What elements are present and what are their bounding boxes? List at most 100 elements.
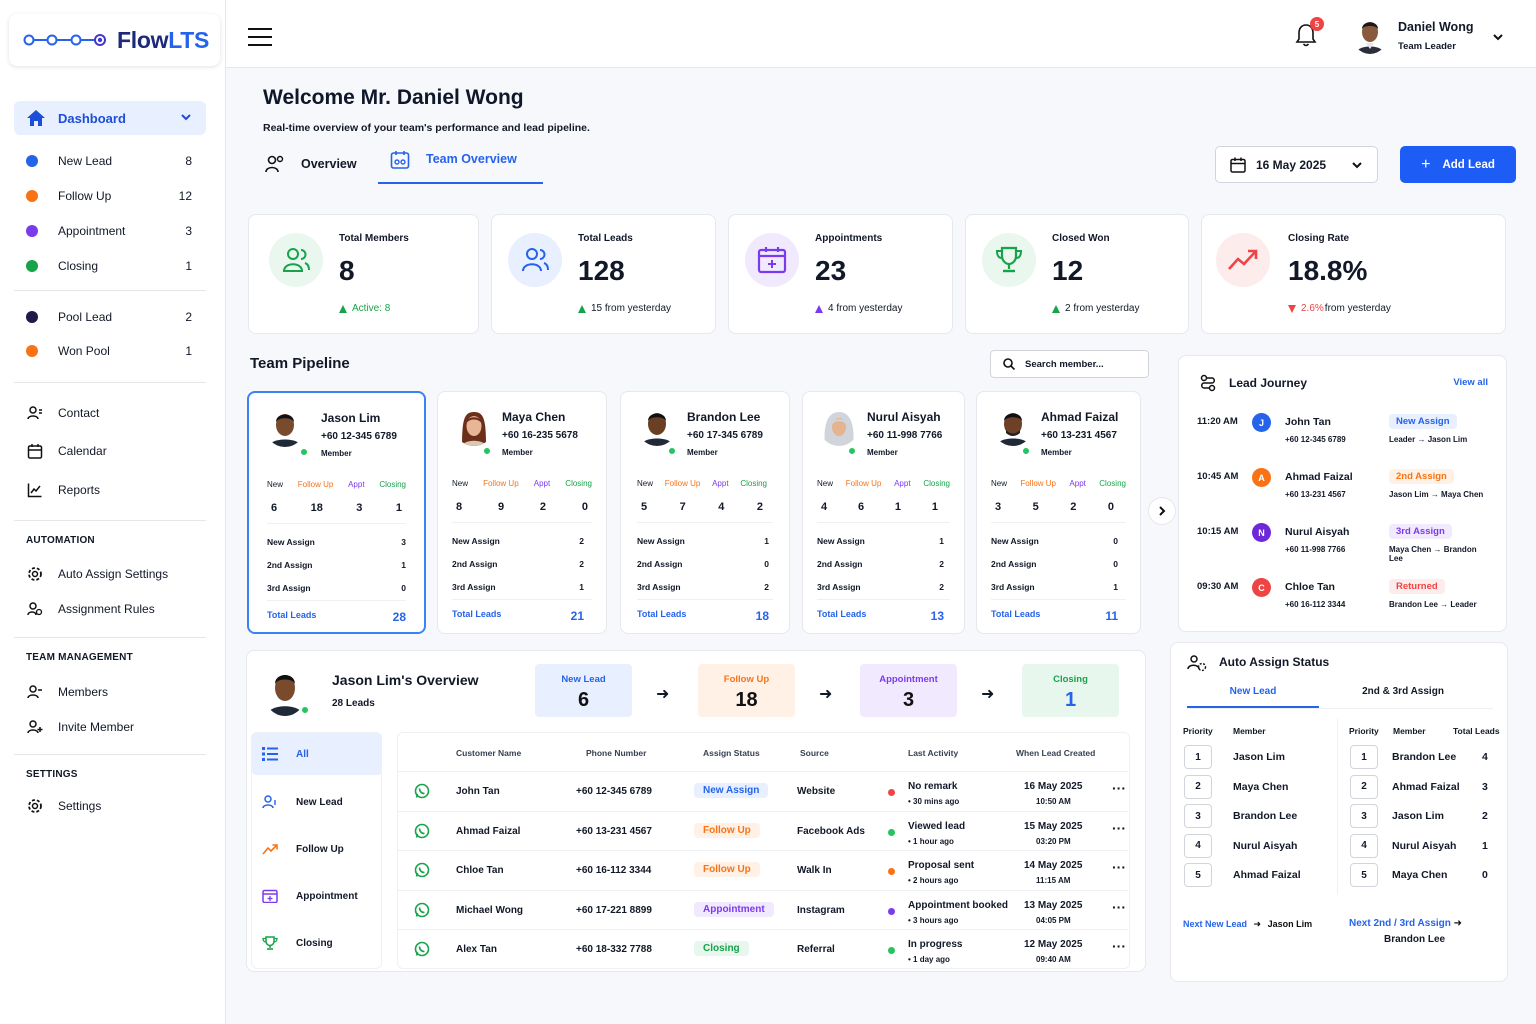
journey-flow: Leader → Jason Lim bbox=[1389, 435, 1468, 444]
tab-overview[interactable]: Overview bbox=[264, 150, 357, 178]
sidebar-item-settings[interactable]: Settings bbox=[26, 795, 192, 817]
notification-button[interactable]: 5 bbox=[1294, 17, 1324, 50]
more-options-icon[interactable]: ··· bbox=[1112, 859, 1126, 875]
member-card-ahmad-faizal[interactable]: Ahmad Faizal +60 13-231 4567 Member New F… bbox=[976, 391, 1141, 634]
table-row[interactable]: Chloe Tan +60 16-112 3344 Follow Up Walk In… bbox=[398, 850, 1128, 890]
filter-closing[interactable]: Closing bbox=[252, 922, 382, 964]
tab-2nd-3rd-assign[interactable]: 2nd & 3rd Assign bbox=[1362, 686, 1444, 697]
tab-new-lead[interactable]: New Lead bbox=[1187, 679, 1319, 708]
date-value: 16 May 2025 bbox=[1256, 157, 1327, 172]
more-options-icon[interactable]: ··· bbox=[1112, 899, 1126, 915]
sidebar-item-assignment-rules[interactable]: Assignment Rules bbox=[26, 598, 192, 620]
stage-closing[interactable]: Closing 1 bbox=[1022, 664, 1119, 717]
sidebar-item-reports[interactable]: Reports bbox=[26, 479, 192, 501]
sidebar-item-follow-up[interactable]: Follow Up 12 bbox=[26, 185, 192, 207]
sidebar-item-appointment[interactable]: Appointment 3 bbox=[26, 220, 192, 242]
journey-name: Ahmad Faizal bbox=[1285, 471, 1353, 483]
total-leads-row: Total Leads 18 bbox=[637, 609, 769, 623]
add-lead-button[interactable]: + Add Lead bbox=[1400, 146, 1516, 183]
divider bbox=[14, 520, 206, 521]
last-activity: Proposal sent bbox=[908, 860, 975, 871]
member-card-jason-lim[interactable]: Jason Lim +60 12-345 6789 Member New Foll… bbox=[247, 391, 426, 634]
journey-item[interactable]: 10:45 AM A Ahmad Faizal +60 13-231 4567 … bbox=[1197, 468, 1488, 511]
activity-time: 1 day ago bbox=[913, 955, 950, 964]
whatsapp-icon[interactable] bbox=[414, 862, 430, 878]
filter-new-lead[interactable]: New Lead bbox=[252, 781, 382, 823]
table-row[interactable]: John Tan +60 12-345 6789 New Assign Website… bbox=[398, 771, 1128, 811]
sidebar-item-won-pool[interactable]: Won Pool 1 bbox=[26, 340, 192, 362]
stat-card-closed-won: Closed Won 12 2 from yesterday bbox=[965, 214, 1189, 334]
plus-icon: + bbox=[1421, 155, 1431, 173]
customer-name: Chloe Tan bbox=[456, 865, 504, 876]
divider bbox=[14, 754, 206, 755]
filter-all[interactable]: All bbox=[252, 733, 382, 775]
online-indicator bbox=[482, 446, 492, 456]
filter-follow-up[interactable]: Follow Up bbox=[252, 828, 382, 870]
member-card-brandon-lee[interactable]: Brandon Lee +60 17-345 6789 Member New Fo… bbox=[620, 391, 790, 634]
column-header: Member bbox=[1393, 726, 1426, 736]
customer-name: John Tan bbox=[456, 786, 500, 797]
stage-appointment[interactable]: Appointment 3 bbox=[860, 664, 957, 717]
search-input[interactable]: Search member... bbox=[990, 350, 1149, 378]
view-all-link[interactable]: View all bbox=[1453, 377, 1488, 388]
more-options-icon[interactable]: ··· bbox=[1112, 938, 1126, 954]
sidebar-item-closing[interactable]: Closing 1 bbox=[26, 255, 192, 277]
divider bbox=[452, 599, 592, 600]
sidebar-item-new-lead[interactable]: New Lead 8 bbox=[26, 150, 192, 172]
stage-follow-up[interactable]: Follow Up 18 bbox=[698, 664, 795, 717]
auto-assign-title: Auto Assign Status bbox=[1219, 655, 1330, 669]
sidebar-item-dashboard[interactable]: Dashboard bbox=[14, 101, 206, 135]
member-card-nurul-aisyah[interactable]: Nurul Aisyah +60 11-998 7766 Member New F… bbox=[802, 391, 965, 634]
user-avatar[interactable] bbox=[1352, 16, 1388, 54]
pipeline-next-button[interactable] bbox=[1148, 497, 1176, 525]
member-name: Brandon Lee bbox=[1233, 810, 1298, 823]
sidebar-item-invite-member[interactable]: Invite Member bbox=[26, 716, 192, 738]
member-card-maya-chen[interactable]: Maya Chen +60 16-235 5678 Member New Foll… bbox=[437, 391, 607, 634]
user-icon bbox=[262, 795, 276, 809]
sidebar-item-pool-lead[interactable]: Pool Lead 2 bbox=[26, 306, 192, 328]
journey-item[interactable]: 10:15 AM N Nurul Aisyah +60 11-998 7766 … bbox=[1197, 523, 1488, 566]
journey-item[interactable]: 11:20 AM J John Tan +60 12-345 6789 New … bbox=[1197, 413, 1488, 456]
hamburger-menu-icon[interactable] bbox=[248, 27, 272, 47]
filter-appointment[interactable]: Appointment bbox=[252, 875, 382, 917]
app-logo[interactable]: FlowLTS bbox=[9, 14, 220, 66]
sidebar-item-contact[interactable]: Contact bbox=[26, 402, 192, 424]
whatsapp-icon[interactable] bbox=[414, 783, 430, 799]
rules-icon bbox=[27, 602, 43, 616]
stage-heads: New Follow Up Appt Closing bbox=[267, 480, 406, 489]
sidebar-item-members[interactable]: Members bbox=[26, 681, 192, 703]
table-row[interactable]: Ahmad Faizal +60 13-231 4567 Follow Up Face… bbox=[398, 811, 1128, 851]
column-header: Member bbox=[1233, 726, 1266, 736]
more-options-icon[interactable]: ··· bbox=[1112, 820, 1126, 836]
sidebar-count: 2 bbox=[185, 310, 192, 324]
assign-row: 3rd Assign 1 bbox=[452, 582, 584, 592]
column-header: Phone Number bbox=[586, 748, 647, 758]
member-name: Nurul Aisyah bbox=[1392, 839, 1457, 852]
sidebar-item-calendar[interactable]: Calendar bbox=[26, 440, 192, 462]
stage-new-lead[interactable]: New Lead 6 bbox=[535, 664, 632, 717]
more-options-icon[interactable]: ··· bbox=[1112, 780, 1126, 796]
journey-item[interactable]: 09:30 AM C Chloe Tan +60 16-112 3344 Ret… bbox=[1197, 578, 1488, 621]
date-picker[interactable]: 16 May 2025 bbox=[1215, 146, 1378, 183]
table-row[interactable]: Michael Wong +60 17-221 8899 Appointment In… bbox=[398, 890, 1128, 930]
auto-assign-panel: Auto Assign Status New Lead 2nd & 3rd As… bbox=[1170, 642, 1508, 982]
table-row[interactable]: Alex Tan +60 18-332 7788 Closing Referral In… bbox=[398, 929, 1128, 969]
whatsapp-icon[interactable] bbox=[414, 823, 430, 839]
member-phone: +60 11-998 7766 bbox=[867, 430, 943, 441]
sidebar-label: Calendar bbox=[58, 444, 107, 458]
journey-tag: New Assign bbox=[1389, 414, 1457, 429]
sidebar-item-auto-assign-settings[interactable]: Auto Assign Settings bbox=[26, 563, 192, 585]
divider bbox=[991, 522, 1126, 523]
priority-badge: 4 bbox=[1350, 833, 1378, 858]
journey-tag: Returned bbox=[1389, 579, 1445, 594]
follow-up-dot bbox=[26, 190, 38, 202]
whatsapp-icon[interactable] bbox=[414, 941, 430, 957]
stage-heads: New Follow Up Appt Closing bbox=[991, 479, 1126, 488]
arrow-right-icon: → bbox=[1417, 435, 1426, 444]
member-total-leads: 2 bbox=[1482, 810, 1488, 823]
tab-team-overview[interactable]: Team Overview bbox=[378, 150, 543, 184]
chevron-down-icon[interactable] bbox=[1492, 33, 1504, 43]
online-indicator bbox=[667, 446, 677, 456]
divider bbox=[817, 599, 950, 600]
whatsapp-icon[interactable] bbox=[414, 902, 430, 918]
